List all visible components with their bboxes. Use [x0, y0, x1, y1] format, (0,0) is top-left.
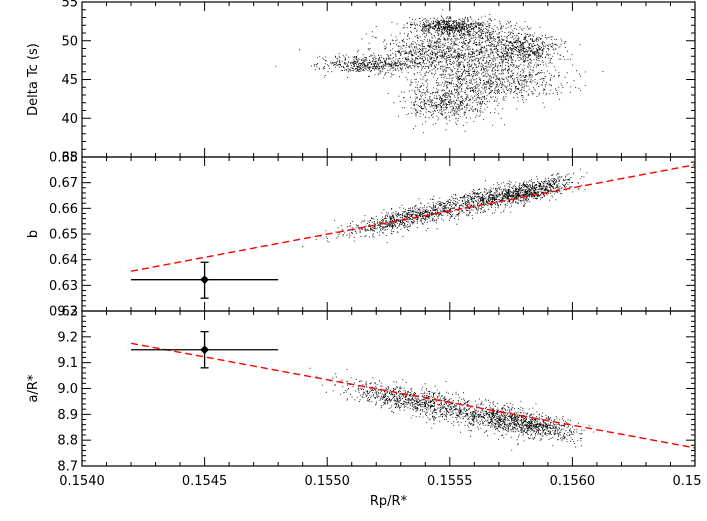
y-tick-label: 8.9: [57, 408, 78, 423]
scatter-cluster-1-1: [320, 177, 547, 243]
y-tick-label: 9.2: [57, 330, 78, 345]
x-tick-label: 0.1550: [304, 474, 350, 489]
scatter-cluster-0-0: [275, 49, 460, 78]
y-tick-label: 0.67: [49, 176, 78, 191]
x-tick-label: 0.15: [673, 474, 702, 489]
trend-line-panel-2: [130, 342, 695, 449]
x-tick-label: 0.1545: [182, 474, 228, 489]
axis-ticks: [81, 1, 696, 467]
y-tick-label: 0.66: [49, 202, 78, 217]
y-tick-label: 45: [61, 73, 78, 88]
y-tick-label: 0.63: [49, 279, 78, 294]
trend-line-panel-1: [130, 164, 695, 272]
y-tick-label: 0.65: [49, 228, 78, 243]
scatter-cluster-2-2: [421, 381, 590, 447]
x-tick-label: 0.1540: [59, 474, 105, 489]
scatter-cluster-2-3: [467, 402, 595, 448]
y-tick-label: 8.7: [57, 460, 78, 475]
scatter-cluster-0-3: [358, 29, 604, 114]
y-axis-title: a/R*: [26, 374, 41, 402]
data-point-marker: [200, 275, 210, 285]
ticks-panel-2: [81, 310, 696, 467]
scatter-cloud-panel-2: [309, 367, 595, 451]
y-tick-label: 8.8: [57, 434, 78, 449]
y-tick-label: 0.62: [49, 305, 78, 320]
y-tick-label: 9.1: [57, 356, 78, 371]
y-tick-label: 9.0: [57, 382, 78, 397]
scatter-cluster-1-3: [480, 172, 588, 211]
y-tick-label: 35: [61, 151, 78, 166]
y-tick-label: 0.64: [49, 253, 78, 268]
ticks-panel-1: [81, 156, 696, 312]
y-tick-label: 55: [61, 0, 78, 11]
data-point-marker: [200, 345, 210, 355]
scatter-cluster-1-2: [407, 168, 581, 230]
scatter-cluster-2-0: [316, 373, 495, 419]
ticks-panel-0: [81, 1, 696, 158]
x-axis-title: Rp/R*: [370, 494, 408, 509]
scatter-cluster-2-1: [309, 367, 585, 451]
mcmc-point-clouds: [275, 9, 604, 451]
x-tick-label: 0.1560: [550, 474, 596, 489]
scatter-cluster-0-4: [406, 54, 586, 114]
errorbar-point-panel-1: [131, 261, 279, 299]
scatter-cluster-0-7: [391, 15, 511, 37]
scatter-cloud-panel-0: [275, 9, 604, 134]
scatter-cluster-0-6: [473, 26, 581, 72]
panel-frame-0: [81, 1, 696, 158]
y-tick-label: 50: [61, 34, 78, 49]
errorbar-point-panel-2: [131, 331, 279, 369]
y-tick-label: 9.3: [57, 305, 78, 320]
y-axis-title: Delta Tc (s): [26, 43, 41, 116]
x-tick-label: 0.1555: [427, 474, 473, 489]
scatter-cluster-0-5: [387, 71, 521, 134]
y-tick-label: 0.68: [49, 151, 78, 166]
scatter-cloud-panel-1: [302, 168, 588, 248]
axis-labels: 35 40 45 50 55 Delta Tc (s) 0.62 0.63 0.64 0.65 0.…: [26, 0, 701, 509]
panel-frame-1: [81, 156, 696, 312]
error-bars: [131, 261, 279, 369]
y-axis-title: b: [26, 230, 41, 238]
y-tick-label: 40: [61, 112, 78, 127]
trend-lines: [130, 164, 695, 449]
